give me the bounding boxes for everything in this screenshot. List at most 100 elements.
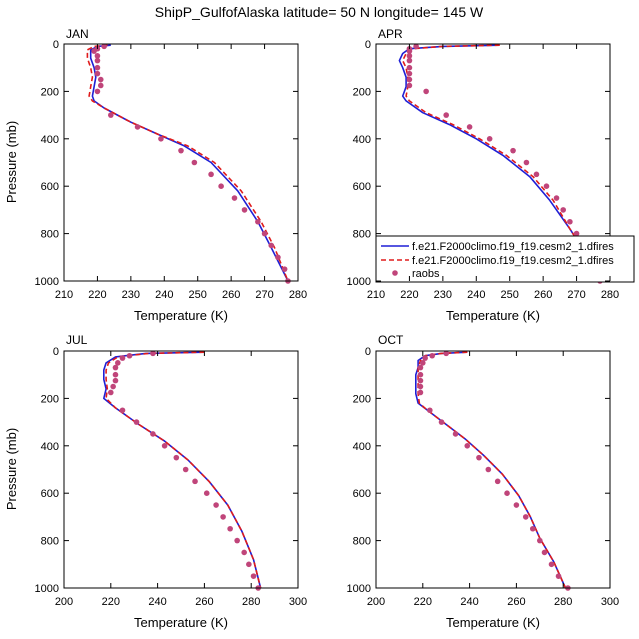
panel-apr-raobs-point [406, 57, 413, 64]
panel-oct-ytick-label: 600 [353, 488, 371, 500]
legend-box [375, 235, 635, 283]
panel-apr-raobs-point [413, 43, 419, 50]
panel-jan-raobs-point [97, 76, 104, 83]
panel-jul-raobs-point [161, 443, 168, 449]
panel-apr-raobs-point [423, 88, 429, 95]
panel-oct-raobs-point [420, 360, 426, 366]
panel-oct-raobs-point [452, 431, 459, 437]
panel-jan-raobs-point [158, 136, 164, 142]
panel-oct-raobs-point [485, 466, 492, 473]
panel-jan-xtick-label: 210 [55, 289, 73, 301]
panel-jan-raobs-point [94, 70, 101, 77]
panel-jan-data-layer [86, 43, 291, 284]
panel-jan-xtick-label: 250 [189, 289, 207, 301]
panel-oct-raobs-point [438, 419, 445, 425]
panel-oct-raobs-point [429, 352, 435, 359]
panel-oct-raobs-point [422, 355, 428, 361]
panel-jan-xtick-label: 270 [255, 289, 273, 301]
panel-jul-raobs-point [213, 502, 219, 508]
panel-oct-raobs-point [464, 443, 471, 449]
panel-apr-raobs-point [406, 70, 413, 77]
panel-jul-ytick-label: 200 [41, 393, 59, 405]
panel-oct-raobs-point [427, 407, 433, 414]
panel-jan-raobs-point [94, 57, 101, 64]
panel-apr-ytick-label: 200 [353, 86, 371, 98]
panel-oct-data-layer [414, 350, 571, 591]
panel-apr-raobs-point [406, 82, 413, 89]
panel-jan-ylabel: Pressure (mb) [4, 121, 19, 203]
panel-apr-raobs-point [567, 218, 573, 225]
panel-apr-raobs-point [533, 171, 540, 178]
panel-apr-raobs-point [466, 124, 473, 130]
panel-jul-ytick-label: 1000 [35, 583, 59, 595]
panel-jan-ytick-label: 0 [53, 39, 59, 51]
panel-jul-ylabel: Pressure (mb) [4, 428, 19, 510]
panel-oct-frame [375, 350, 611, 589]
panel-jul-raobs-point [112, 377, 119, 384]
legend-entry-1: f.e21.F2000climo.f19_f19.cesm2_1.dfires [412, 241, 614, 253]
panel-jul-xtick-label: 220 [102, 596, 120, 608]
panel-oct-raobs-point [417, 383, 424, 390]
panel-jul-ytick-label: 0 [53, 346, 59, 358]
panel-jan-xlabel: Temperature (K) [134, 308, 228, 323]
panel-apr-ytick-label: 400 [353, 134, 371, 146]
panel-oct: OCT Temperature (K) 200 220 240 260 280 300 0 2… [347, 333, 620, 630]
panel-oct-raobs-point [555, 573, 562, 579]
panel-apr-xtick-label: 220 [400, 289, 418, 301]
panel-oct-xtick-label: 240 [460, 596, 478, 608]
panel-oct-raobs-point [548, 561, 555, 568]
panel-jan-raobs-point [101, 43, 107, 50]
panel-jul-xtick-label: 300 [289, 596, 307, 608]
panel-oct-raobs-point [417, 377, 424, 384]
panel-jan-xtick-label: 230 [122, 289, 140, 301]
panel-jan-xtick-label: 280 [289, 289, 307, 301]
panel-jul-raobs-point [150, 350, 156, 357]
panel-jan-raobs-point [241, 207, 248, 213]
panel-jan-raobs-point [94, 88, 101, 95]
panel-oct-ytick-label: 1000 [347, 583, 371, 595]
panel-jan-raobs-point [208, 171, 214, 178]
panel-jul-xtick-label: 200 [55, 596, 73, 608]
panel-jul-dashed-series-line [105, 351, 262, 589]
panel-apr-raobs-point [443, 112, 450, 118]
panel-jan-solid-series-line [89, 44, 289, 282]
panel-apr-raobs-point [406, 76, 413, 83]
panel-jan-ytick-label: 600 [41, 181, 59, 193]
panel-jul-raobs-point [119, 355, 126, 361]
panel-oct-dashed-series-line [417, 351, 567, 589]
panel-oct-xtick-label: 260 [507, 596, 525, 608]
panel-jul-raobs-point [192, 478, 198, 485]
panel-jan-xtick-label: 220 [88, 289, 106, 301]
panel-oct-label: OCT [378, 333, 404, 347]
panel-jan-raobs-point [218, 183, 224, 189]
panel-oct-xtick-label: 280 [554, 596, 572, 608]
panel-apr-raobs-point [553, 195, 560, 201]
panel-oct-xlabel: Temperature (K) [446, 615, 540, 630]
panel-apr-raobs-point [510, 147, 516, 154]
panel-jul-raobs-point [110, 383, 116, 390]
panel-jul-raobs-point [150, 431, 156, 437]
panel-oct-xtick-label: 300 [601, 596, 619, 608]
panel-jul-raobs-point [250, 573, 257, 579]
panel-jul-data-layer [103, 350, 262, 591]
panel-jan: JAN Temperature (K) Pressure (mb) 210 220… [4, 27, 307, 323]
panel-jul-xtick-label: 280 [242, 596, 260, 608]
panel-jan-raobs-point [231, 195, 238, 201]
panel-jan-xtick-label: 240 [155, 289, 173, 301]
panel-oct-ytick-label: 200 [353, 393, 371, 405]
panel-apr-label: APR [378, 27, 403, 41]
panel-jul-raobs-point [173, 454, 180, 461]
panel-jul-frame [63, 350, 299, 589]
panel-jul-raobs-point [227, 525, 233, 532]
panel-oct-xtick-label: 200 [367, 596, 385, 608]
panel-jul: JUL Temperature (K) Pressure (mb) 200 220… [4, 333, 307, 630]
panel-jan-raobs-point [255, 218, 261, 225]
panel-jan-raobs-point [94, 53, 101, 59]
panel-apr-ytick-label: 1000 [347, 276, 371, 288]
panel-jul-ytick-label: 600 [41, 488, 59, 500]
panel-jul-solid-series-line [103, 351, 262, 589]
panel-jul-raobs-point [246, 561, 252, 568]
panel-apr-raobs-point [406, 48, 413, 54]
panel-jul-raobs-point [119, 407, 126, 414]
